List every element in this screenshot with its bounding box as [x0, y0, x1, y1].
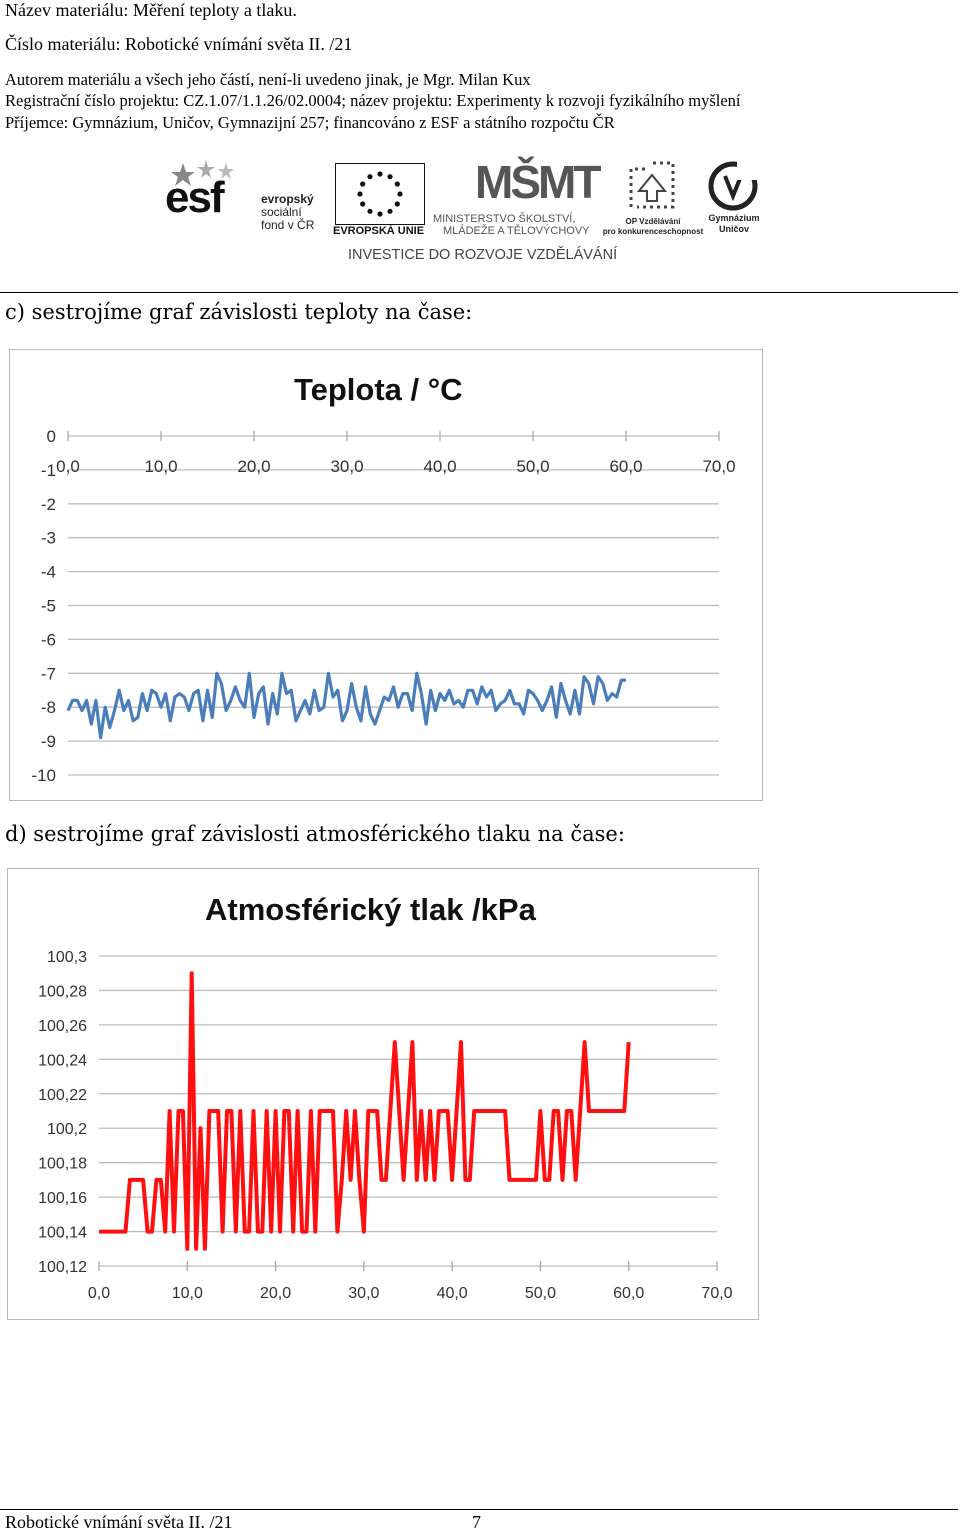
x-tick-label: 20,0 [260, 1285, 291, 1302]
section-d-heading: d) sestrojíme graf závislosti atmosféric… [5, 822, 625, 846]
y-tick-label: 100,22 [38, 1087, 87, 1104]
section-c-heading: c) sestrojíme graf závislosti teploty na… [5, 300, 473, 324]
eu-star-icon [377, 211, 383, 217]
header-divider [0, 292, 958, 293]
esf-caption-line: sociální [261, 205, 302, 219]
eu-label: EVROPSKÁ UNIE [333, 225, 425, 237]
eu-star-icon [360, 201, 366, 207]
x-tick-label: 60,0 [613, 1285, 644, 1302]
x-tick-label: 20,0 [237, 457, 270, 476]
gymnazium-caption-line: Uničov [718, 224, 749, 234]
gymnazium-caption-line: Gymnázium [708, 213, 760, 223]
x-tick-label: 0,0 [88, 1285, 110, 1302]
msmt-logo: MŠMT [475, 156, 601, 208]
series-line [66, 671, 626, 740]
y-tick-label: 100,12 [38, 1259, 87, 1276]
eu-star-icon [360, 181, 366, 187]
eu-stars-icon [357, 171, 403, 217]
eu-flag-icon [335, 163, 425, 225]
x-tick-label: 30,0 [330, 457, 363, 476]
y-tick-label: 100,18 [38, 1156, 87, 1173]
y-tick-label: -8 [41, 698, 56, 717]
esf-caption-line: evropský [261, 192, 314, 206]
y-tick-label: 100,26 [38, 1018, 87, 1035]
chart-title: Teplota / °C [294, 372, 463, 407]
x-tick-label: 10,0 [172, 1285, 203, 1302]
esf-logo: esf [165, 173, 225, 222]
y-tick-label: -6 [41, 630, 56, 649]
logo-band: esf evropský sociální fond v ČR EVROPSKÁ… [160, 155, 785, 265]
esf-caption: evropský sociální fond v ČR [261, 193, 314, 232]
op-caption: OP Vzdělávání pro konkurenceschopnost [598, 217, 708, 237]
eu-star-icon [387, 208, 393, 214]
page-number: 7 [472, 1512, 481, 1532]
eu-star-icon [394, 201, 400, 207]
pressure-chart-svg: Atmosférický tlak /kPa 100,3 100,28 100,26 1… [38, 892, 733, 1302]
material-number: Číslo materiálu: Robotické vnímání světa… [5, 34, 353, 54]
footer-title: Robotické vnímání světa II. /21 [5, 1512, 233, 1532]
eu-star-icon [397, 191, 403, 197]
x-tick-label: 50,0 [525, 1285, 556, 1302]
esf-stars-icon [171, 160, 234, 186]
author-line: Autorem materiálu a všech jeho částí, ne… [5, 70, 531, 89]
op-logo-icon [629, 161, 675, 209]
footer-divider [0, 1509, 958, 1510]
y-tick-label: -9 [41, 732, 56, 751]
y-tick-label: 100,24 [38, 1052, 87, 1069]
y-tick-label: 100,3 [47, 949, 87, 966]
op-caption-line: pro konkurenceschopnost [602, 227, 704, 236]
y-tick-label: -5 [41, 597, 56, 616]
registration-line: Registrační číslo projektu: CZ.1.07/1.1.… [5, 91, 741, 110]
investice-slogan: INVESTICE DO ROZVOJE VZDĚLÁVÁNÍ [348, 247, 618, 263]
eu-star-icon [367, 174, 373, 180]
temperature-chart: Teplota / °C 0 -1 -2 -3 -4 -5 -6 -7 -8 -9 -10 0,0 10,… [9, 349, 763, 801]
eu-star-icon [357, 191, 363, 197]
msmt-caption-line: MINISTERSTVO ŠKOLSTVÍ, [433, 213, 576, 225]
y-tick-label: -1 [41, 461, 56, 480]
x-tick-label: 40,0 [437, 1285, 468, 1302]
y-tick-label: 100,16 [38, 1190, 87, 1207]
y-tick-label: -10 [31, 766, 56, 785]
eu-star-icon [367, 208, 373, 214]
material-name: Název materiálu: Měření teploty a tlaku. [5, 0, 297, 20]
x-tick-label: 50,0 [516, 457, 549, 476]
eu-star-icon [377, 171, 383, 177]
y-tick-label: 100,2 [47, 1121, 87, 1138]
recipient-line: Příjemce: Gymnázium, Uničov, Gymnazijní … [5, 113, 615, 132]
eu-star-icon [387, 174, 393, 180]
y-tick-label: -3 [41, 529, 56, 548]
pressure-chart: Atmosférický tlak /kPa 100,3 100,28 100,26 1… [7, 868, 759, 1320]
esf-caption-line: fond v ČR [261, 218, 315, 232]
y-tick-label: 100,14 [38, 1225, 87, 1242]
x-tick-label: 60,0 [609, 457, 642, 476]
gymnazium-logo-icon [708, 160, 759, 211]
y-tick-label: -4 [41, 563, 56, 582]
y-tick-label: -7 [41, 664, 56, 683]
x-tick-label: 0,0 [56, 457, 80, 476]
op-caption-line: OP Vzdělávání [625, 217, 681, 226]
series-line [99, 971, 631, 1251]
msmt-caption-line: MLÁDEŽE A TĚLOVÝCHOVY [443, 225, 590, 237]
msmt-caption: MINISTERSTVO ŠKOLSTVÍ, MLÁDEŽE A TĚLOVÝC… [433, 213, 590, 237]
x-tick-label: 30,0 [348, 1285, 379, 1302]
y-tick-label: 100,28 [38, 983, 87, 1000]
chart-title: Atmosférický tlak /kPa [205, 892, 537, 927]
y-tick-label: -2 [41, 495, 56, 514]
x-tick-label: 10,0 [144, 457, 177, 476]
x-tick-label: 40,0 [423, 457, 456, 476]
temperature-chart-svg: Teplota / °C 0 -1 -2 -3 -4 -5 -6 -7 -8 -9 -10 0,0 10,… [31, 372, 735, 785]
x-tick-label: 70,0 [702, 457, 735, 476]
eu-star-icon [394, 181, 400, 187]
y-tick-label: 0 [47, 427, 56, 446]
x-tick-label: 70,0 [701, 1285, 732, 1302]
gymnazium-caption: Gymnázium Uničov [705, 213, 763, 235]
